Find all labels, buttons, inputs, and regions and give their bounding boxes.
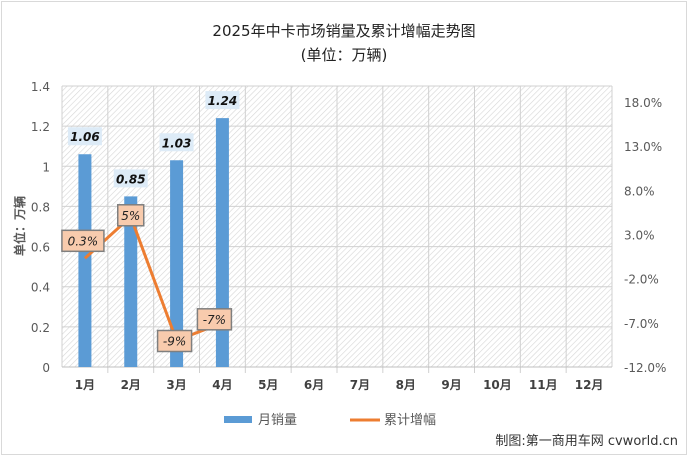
x-tick-label: 4月	[212, 378, 232, 392]
x-tick-label: 6月	[304, 378, 324, 392]
line-series	[83, 214, 223, 343]
y-tick-label: 0.8	[31, 200, 50, 214]
x-tick-label: 2月	[121, 378, 141, 392]
y-tick-label: 0.6	[31, 241, 50, 255]
line-label: -7%	[203, 313, 226, 327]
y-tick-label: 0.2	[31, 321, 50, 335]
bar-label-bg	[159, 133, 194, 152]
x-tick-label: 3月	[166, 378, 186, 392]
y-tick-label: 1	[42, 160, 50, 174]
line-label: -9%	[163, 334, 186, 348]
line-label-bg	[61, 229, 105, 253]
y-tick-label: 1.4	[31, 80, 50, 94]
x-tick-label: 8月	[396, 378, 416, 392]
bar-label-bg	[67, 127, 102, 146]
bar-label: 1.03	[162, 136, 192, 150]
y2-tick-label: -2.0%	[624, 273, 659, 287]
chart-subtitle: (单位：万辆)	[300, 46, 388, 64]
y2-tick-label: -12.0%	[624, 361, 666, 375]
y2-tick-label: -7.0%	[624, 317, 659, 331]
y2-tick-label: 18.0%	[624, 96, 662, 110]
bar-label-bg	[205, 91, 240, 110]
line-label: 5%	[121, 209, 140, 223]
x-tick-label: 1月	[75, 378, 95, 392]
y-tick-label: 1.2	[31, 120, 50, 134]
legend-bar-label: 月销量	[258, 413, 297, 428]
y-axis-label: 单位：万辆	[12, 196, 27, 256]
bar-label-bg	[113, 169, 148, 188]
bar-label: 0.85	[116, 172, 146, 186]
line-label-bg	[196, 308, 233, 331]
bar	[215, 118, 229, 367]
y2-tick-label: 8.0%	[624, 184, 655, 198]
x-tick-label: 9月	[441, 378, 461, 392]
x-tick-label: 10月	[483, 378, 512, 392]
x-tick-label: 7月	[350, 378, 370, 392]
line-label-bg	[117, 204, 145, 227]
bar	[78, 154, 92, 367]
x-tick-label: 11月	[529, 378, 558, 392]
y-tick-label: 0.4	[31, 281, 50, 295]
bar-label: 1.24	[208, 94, 238, 108]
watermark: 制图:第一商用车网 cvworld.cn	[495, 434, 678, 449]
y2-tick-label: 13.0%	[624, 140, 662, 154]
chart-title: 2025年中卡市场销量及累计增幅走势图	[212, 22, 476, 40]
y2-tick-label: 3.0%	[624, 228, 655, 242]
legend-line-label: 累计增幅	[384, 413, 436, 428]
x-tick-label: 12月	[575, 378, 604, 392]
x-tick-label: 5月	[258, 378, 278, 392]
legend-bar-swatch	[224, 416, 252, 423]
y-tick-label: 0	[42, 361, 50, 375]
bar-label: 1.06	[70, 130, 100, 144]
bar	[124, 196, 138, 367]
line-label: 0.3%	[68, 234, 99, 248]
bar	[170, 160, 184, 367]
line-label-bg	[156, 329, 193, 353]
